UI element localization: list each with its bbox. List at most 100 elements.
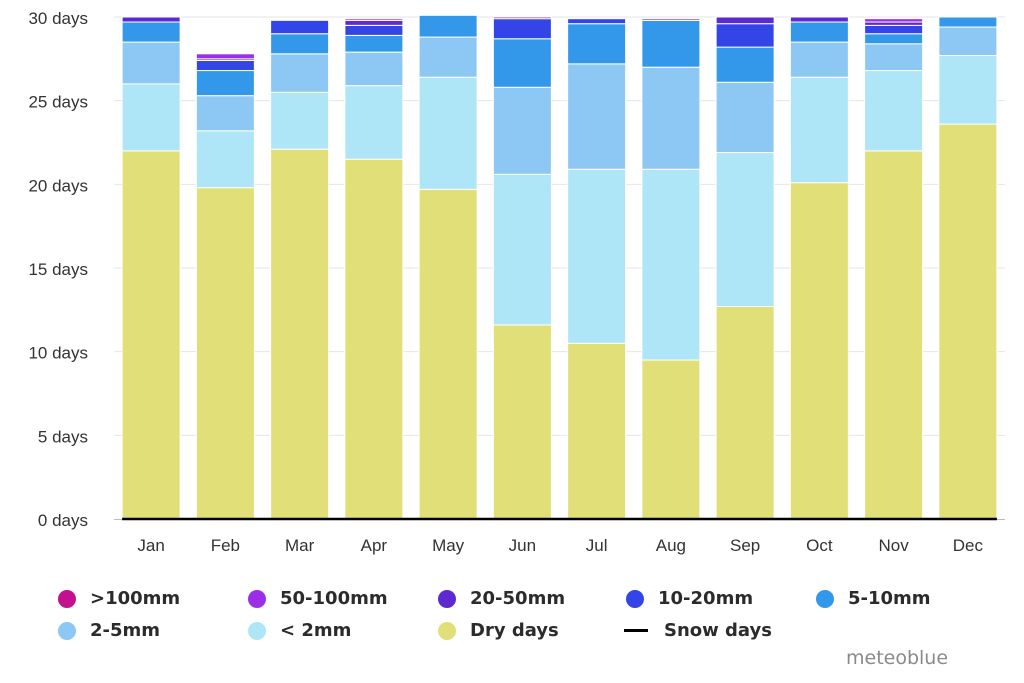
x-tick-label: Apr	[361, 536, 388, 555]
legend-item-10-20mm[interactable]: 10-20mm	[626, 588, 753, 609]
bar-segment-mar-4	[270, 19, 330, 35]
bar-segment-jul-1	[567, 168, 627, 344]
credit-meteoblue: meteoblue	[846, 647, 949, 669]
bar-segment-jul-4	[567, 18, 627, 25]
bar-segment-jun-2	[492, 86, 552, 175]
legend-item-under-2mm[interactable]: < 2mm	[248, 620, 351, 641]
bar-segment-jun-6	[492, 16, 552, 20]
bar-segment-nov-6	[864, 18, 924, 23]
legend-item-over-100mm[interactable]: >100mm	[58, 588, 180, 609]
legend-label: Snow days	[664, 620, 772, 641]
bar-segment-sep-0	[715, 305, 775, 520]
y-tick-label: 30 days	[28, 9, 88, 28]
y-axis-tick-labels: 0 days 5 days 10 days 15 days 20 days 25 days…	[28, 9, 88, 530]
x-tick-label: Oct	[806, 536, 833, 555]
bar-segment-dec-2	[938, 26, 998, 56]
bar-segment-mar-0	[270, 148, 330, 520]
x-tick-label: Dec	[953, 536, 984, 555]
bar-segment-apr-5	[344, 19, 404, 26]
legend-line-snow-days	[624, 629, 648, 632]
bar-segment-dec-1	[938, 54, 998, 125]
bar-segment-oct-0	[789, 182, 849, 520]
bar-segment-dec-0	[938, 123, 998, 520]
legend-label: 50-100mm	[280, 588, 388, 609]
bar-segment-sep-1	[715, 152, 775, 307]
bars	[121, 14, 998, 520]
bar-segment-apr-0	[344, 158, 404, 520]
legend-label: Dry days	[470, 620, 559, 641]
bar-segment-jul-2	[567, 63, 627, 170]
gridlines	[114, 16, 1005, 436]
legend-label: 20-50mm	[470, 588, 566, 609]
legend-swatch-dry-days	[438, 621, 456, 640]
legend-item-2-5mm[interactable]: 2-5mm	[58, 620, 160, 641]
bar-segment-may-0	[418, 188, 478, 520]
legend-label: 2-5mm	[90, 620, 161, 641]
bar-segment-sep-3	[715, 46, 775, 83]
y-tick-label: 20 days	[28, 176, 88, 195]
bar-segment-feb-1	[195, 130, 255, 189]
bar-segment-oct-2	[789, 41, 849, 78]
bar-segment-feb-2	[195, 95, 255, 132]
x-tick-label: Jun	[509, 536, 536, 555]
bar-segment-apr-2	[344, 51, 404, 87]
bar-segment-jun-1	[492, 173, 552, 326]
y-tick-label: 15 days	[28, 260, 88, 279]
legend-swatch-over-100mm	[58, 589, 76, 608]
legend-swatch-under-2mm	[248, 621, 266, 640]
bar-segment-nov-3	[864, 33, 924, 45]
bar-segment-nov-2	[864, 43, 924, 72]
bar-segment-sep-5	[715, 16, 775, 25]
bar-segment-feb-4	[195, 60, 255, 72]
legend-swatch-50-100mm	[248, 589, 266, 608]
x-tick-label: Sep	[730, 536, 760, 555]
bar-segment-mar-2	[270, 53, 330, 93]
bar-segment-sep-4	[715, 23, 775, 48]
x-tick-label: Mar	[285, 536, 315, 555]
bar-segment-mar-3	[270, 33, 330, 55]
bar-segment-aug-6	[641, 18, 701, 21]
x-tick-label: Aug	[656, 536, 686, 555]
legend-label: < 2mm	[280, 620, 352, 641]
legend-item-50-100mm[interactable]: 50-100mm	[248, 588, 388, 609]
bar-segment-apr-1	[344, 85, 404, 160]
bar-segment-oct-3	[789, 21, 849, 43]
bar-segment-feb-6	[195, 53, 255, 60]
bar-segment-jan-0	[121, 150, 181, 520]
x-tick-label: Jul	[586, 536, 608, 555]
legend-swatch-5-10mm	[816, 589, 834, 608]
bar-segment-feb-0	[195, 187, 255, 520]
bar-segment-nov-0	[864, 150, 924, 520]
bar-segment-aug-2	[641, 66, 701, 170]
legend-item-5-10mm[interactable]: 5-10mm	[816, 588, 931, 609]
bar-segment-sep-2	[715, 81, 775, 154]
bar-segment-jul-0	[567, 342, 627, 520]
bar-segment-oct-5	[789, 16, 849, 23]
bar-segment-nov-1	[864, 70, 924, 152]
bar-segment-nov-4	[864, 24, 924, 35]
bar-segment-jan-3	[121, 21, 181, 43]
y-tick-label: 10 days	[28, 344, 88, 363]
legend-label: >100mm	[90, 588, 181, 609]
y-tick-label: 25 days	[28, 93, 88, 112]
bar-segment-may-2	[418, 36, 478, 78]
x-axis-tick-labels: Jan Feb Mar Apr May Jun Jul Aug Sep Oct Nov Dec	[137, 536, 983, 555]
bar-segment-nov-5	[864, 21, 924, 26]
x-tick-label: May	[432, 536, 465, 555]
legend-item-20-50mm[interactable]: 20-50mm	[438, 588, 565, 609]
bar-segment-jun-4	[492, 18, 552, 40]
legend-swatch-10-20mm	[626, 589, 644, 608]
x-tick-label: Jan	[137, 536, 164, 555]
bar-segment-dec-3	[938, 16, 998, 28]
bar-segment-apr-6	[344, 18, 404, 21]
bar-segment-aug-3	[641, 19, 701, 68]
legend-item-snow-days[interactable]: Snow days	[624, 620, 772, 641]
legend-item-dry-days[interactable]: Dry days	[438, 620, 559, 641]
bar-segment-apr-4	[344, 24, 404, 36]
y-tick-label: 5 days	[38, 427, 88, 446]
bar-segment-jun-3	[492, 38, 552, 88]
bar-segment-feb-3	[195, 70, 255, 97]
bar-segment-jan-5	[121, 16, 181, 23]
bar-segment-aug-1	[641, 168, 701, 361]
